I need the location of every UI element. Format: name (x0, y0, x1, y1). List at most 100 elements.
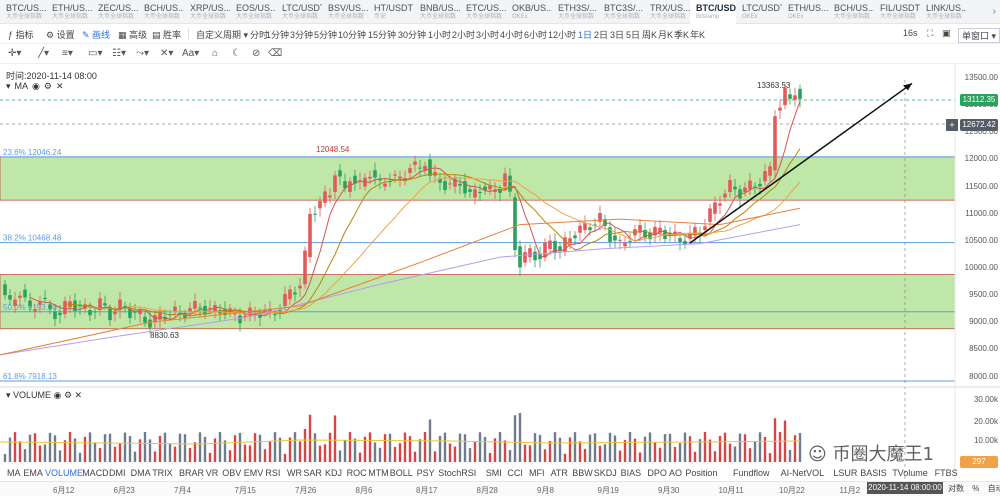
advanced-button[interactable]: ▦ 高级 (118, 30, 148, 40)
tab-symbol[interactable]: ZEC/US... 大币全球指数 (92, 0, 138, 24)
indicator-option[interactable]: TRIX (152, 468, 173, 478)
period-option[interactable]: 4小时 (500, 30, 524, 40)
indicator-option[interactable]: EMA (23, 468, 43, 478)
ruler-icon[interactable]: ⌂ (212, 48, 219, 59)
chevron-right-icon[interactable]: › (992, 6, 996, 17)
period-option[interactable]: 30分钟 (398, 30, 427, 40)
period-option[interactable]: 3分钟 (290, 30, 314, 40)
indicator-option[interactable]: BIAS (620, 468, 642, 478)
indicator-option[interactable]: MA (7, 468, 21, 478)
tab-symbol[interactable]: TRX/US... 大币全球指数 (644, 0, 690, 24)
indicators-button[interactable]: ƒ 指标 (8, 30, 34, 40)
lock-icon[interactable]: ⊘ (252, 48, 261, 59)
tab-symbol[interactable]: BTC3S/... 大币全球指数 (598, 0, 644, 24)
add-alert-icon[interactable]: + (946, 119, 958, 131)
indicator-option[interactable]: BOLL (389, 468, 413, 478)
text-icon[interactable]: Aa▾ (182, 48, 200, 59)
period-option[interactable]: 周K (642, 30, 658, 40)
tab-symbol[interactable]: LINK/US... 大币全球指数 (920, 0, 966, 24)
trendline-icon[interactable]: ╱▾ (38, 48, 50, 59)
indicator-option[interactable]: AO (669, 468, 683, 478)
indicator-option[interactable]: LSUR (833, 468, 858, 478)
period-option[interactable]: 1小时 (428, 30, 452, 40)
drawing-button[interactable]: ✎ 画线 (82, 30, 111, 40)
tab-symbol[interactable]: LTC/USDT 大币全球指数 (276, 0, 322, 24)
pattern-icon[interactable]: ⤳▾ (136, 48, 150, 59)
period-option[interactable]: 2日 (594, 30, 609, 40)
indicator-option[interactable]: PSY (416, 468, 435, 478)
indicator-option[interactable]: DPO (647, 468, 667, 478)
gann-icon[interactable]: ✕▾ (160, 48, 174, 59)
percent-toggle[interactable]: % (972, 484, 980, 493)
close-icon[interactable]: ✕ (74, 390, 83, 400)
indicator-option[interactable]: SKDJ (593, 468, 617, 478)
period-option[interactable]: 年K (690, 30, 706, 40)
settings-icon[interactable]: ⚙ (43, 81, 52, 91)
period-option[interactable]: 15分钟 (368, 30, 397, 40)
close-icon[interactable]: ✕ (55, 81, 64, 91)
custom-period-button[interactable]: 自定义周期 ▾ (196, 30, 249, 40)
tab-symbol[interactable]: HT/USDT 币安 (368, 0, 414, 24)
visibility-icon[interactable]: ◉ (32, 81, 40, 91)
indicator-option[interactable]: Position (685, 468, 718, 478)
indicator-option[interactable]: BRAR (179, 468, 205, 478)
tab-symbol[interactable]: OKB/US... OKEx (506, 0, 552, 24)
tab-symbol[interactable]: BCH/US... 大币全球指数 (138, 0, 184, 24)
period-option[interactable]: 10分钟 (338, 30, 367, 40)
indicator-option[interactable]: StochRSI (438, 468, 477, 478)
period-option[interactable]: 12小时 (548, 30, 577, 40)
indicator-option[interactable]: ROC (346, 468, 367, 478)
collapse-icon[interactable]: ▾ (6, 390, 11, 400)
indicator-option[interactable]: CCI (507, 468, 523, 478)
indicator-option[interactable]: ATR (550, 468, 568, 478)
settings-button[interactable]: ⚙ 设置 (46, 30, 75, 40)
tab-symbol[interactable]: BCH/US... 大币全球指数 (828, 0, 874, 24)
indicator-option[interactable]: TVolume (892, 468, 928, 478)
indicator-option[interactable]: Fundflow (733, 468, 770, 478)
horizontal-line-icon[interactable]: ≡▾ (62, 48, 73, 59)
tab-symbol[interactable]: ETH3S/... 大币全球指数 (552, 0, 598, 24)
indicator-option[interactable]: EMV (243, 468, 264, 478)
tab-symbol[interactable]: BTC/USD Bitstamp (690, 0, 736, 24)
crosshair-icon[interactable]: ✛▾ (8, 48, 22, 59)
period-option[interactable]: 1分钟 (266, 30, 290, 40)
layout-icon[interactable]: ▣ (942, 28, 951, 38)
indicator-option[interactable]: DMI (109, 468, 126, 478)
tab-symbol[interactable]: FIL/USDT 大币全球指数 (874, 0, 920, 24)
period-option[interactable]: 分时 (250, 30, 269, 40)
period-option[interactable]: 1日 (578, 30, 593, 40)
indicator-option[interactable]: OBV (222, 468, 242, 478)
tab-symbol[interactable]: ETH/US... 大币全球指数 (46, 0, 92, 24)
tab-symbol[interactable]: BNB/US... 大币全球指数 (414, 0, 460, 24)
indicator-option[interactable]: VR (205, 468, 219, 478)
indicator-option[interactable]: KDJ (325, 468, 343, 478)
indicator-option[interactable]: MACD (82, 468, 109, 478)
indicator-option[interactable]: BASIS (860, 468, 887, 478)
tab-symbol[interactable]: LTC/USDT OKEx (736, 0, 782, 24)
period-option[interactable]: 2小时 (452, 30, 476, 40)
period-option[interactable]: 月K (658, 30, 674, 40)
indicator-option[interactable]: MTM (368, 468, 389, 478)
log-toggle[interactable]: 对数 (948, 484, 964, 493)
fullscreen-icon[interactable]: ⛶ (927, 28, 934, 38)
indicator-option[interactable]: RSI (265, 468, 281, 478)
period-option[interactable]: 3小时 (476, 30, 500, 40)
tab-symbol[interactable]: XRP/US... 大币全球指数 (184, 0, 230, 24)
indicator-option[interactable]: SMI (485, 468, 502, 478)
indicator-option[interactable]: VOLUME (45, 468, 84, 478)
tab-symbol[interactable]: ETC/US... 大币全球指数 (460, 0, 506, 24)
period-option[interactable]: 季K (674, 30, 690, 40)
collapse-icon[interactable]: ▾ (6, 81, 11, 91)
fibonacci-icon[interactable]: ☷▾ (112, 48, 126, 59)
tab-symbol[interactable]: BSV/US... 大币全球指数 (322, 0, 368, 24)
indicator-option[interactable]: WR (287, 468, 302, 478)
period-option[interactable]: 3日 (610, 30, 625, 40)
magnet-icon[interactable]: ☾ (232, 48, 241, 59)
indicator-option[interactable]: SAR (303, 468, 322, 478)
delete-icon[interactable]: ⌫ (268, 48, 283, 59)
tab-symbol[interactable]: ETH/US... OKEx (782, 0, 828, 24)
period-option[interactable]: 5分钟 (314, 30, 338, 40)
tab-symbol[interactable]: EOS/US... 大币全球指数 (230, 0, 276, 24)
indicator-option[interactable]: MFI (529, 468, 545, 478)
